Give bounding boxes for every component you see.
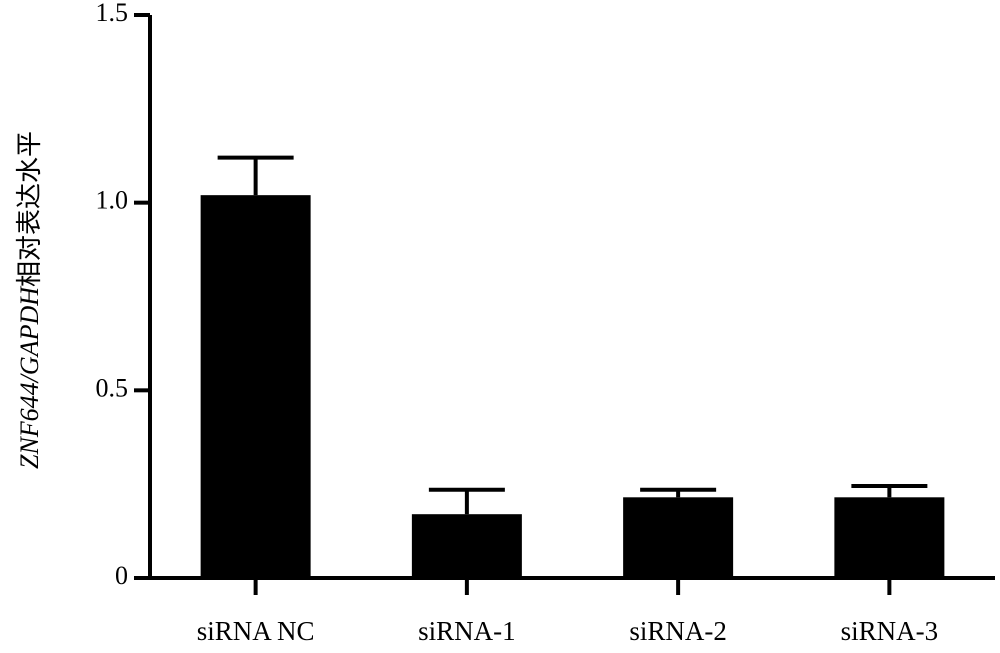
x-tick-labels: siRNA NC siRNA-1 siRNA-2 siRNA-3 xyxy=(197,578,938,646)
error-bars xyxy=(217,155,928,515)
y-tick-label: 0.5 xyxy=(96,373,129,402)
y-ticks: 0 0.5 1.0 1.5 xyxy=(96,0,150,590)
x-tick-label: siRNA-1 xyxy=(418,616,516,646)
bar xyxy=(411,514,522,578)
x-tick-label: siRNA NC xyxy=(197,616,315,646)
y-axis-label: ZNF644/GAPDH相对表达水平 xyxy=(15,131,44,469)
bar xyxy=(623,497,734,578)
bars xyxy=(200,195,945,578)
x-tick-label: siRNA-2 xyxy=(629,616,727,646)
bar xyxy=(200,195,311,578)
bar xyxy=(834,497,945,578)
y-tick-label: 0 xyxy=(115,561,128,590)
y-axis-label-text: 相对表达水平 xyxy=(15,131,44,287)
y-tick-label: 1.5 xyxy=(96,0,129,27)
x-tick-label: siRNA-3 xyxy=(841,616,939,646)
y-tick-label: 1.0 xyxy=(96,186,129,215)
y-axis-label-gene: ZNF644/GAPDH xyxy=(15,286,44,469)
